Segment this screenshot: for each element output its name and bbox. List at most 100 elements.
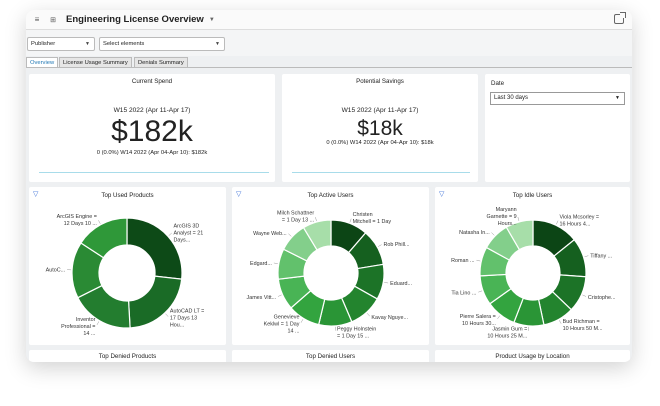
leader-line (491, 232, 495, 236)
elements-select-placeholder: Select elements (103, 41, 145, 47)
slice-label: Bud Richman = 10 Hours 50 M... (563, 319, 603, 332)
filter-funnel-icon[interactable]: ▽ (236, 191, 242, 198)
slice-label: AutoC... (46, 268, 65, 274)
leader-line (377, 244, 382, 247)
slice-label: Christen Mitchell = 1 Day (353, 212, 392, 225)
leader-line (349, 218, 352, 223)
leader-line (556, 220, 559, 225)
leader-line (584, 255, 589, 258)
leader-line (300, 319, 304, 323)
slice-label: Inventor Professional = 14 ... (61, 317, 96, 337)
filter-funnel-icon[interactable]: ▽ (439, 191, 445, 198)
chevron-down-icon[interactable]: ▼ (208, 16, 215, 23)
leader-line (96, 321, 100, 326)
slice-label: James Vitt... (247, 295, 277, 301)
filter-bar: Publisher ▼ Select elements ▼ (26, 30, 632, 56)
tab-divider (26, 67, 632, 68)
leader-line (273, 262, 278, 264)
slice-label: Cristophe... (588, 295, 616, 301)
slice-label: Edgard... (250, 261, 272, 267)
leader-line (497, 315, 501, 319)
top-used-products-donut: ArcGIS 3D Analyst = 21 Days... AutoCAD LT =… (46, 214, 205, 337)
top-active-users-title: Top Active Users (307, 192, 354, 199)
top-used-products-card: ▽ Top Used Products ArcGIS 3D Analyst = 2… (29, 187, 226, 345)
slice-label: Eduard... (390, 281, 412, 287)
top-active-users-donut: Christen Mitchell = 1 Day Rob Phill... Edua… (247, 211, 413, 340)
current-spend-period: W15 2022 (Apr 11-Apr 17) (113, 107, 191, 114)
product-usage-location-card: Product Usage by Location (435, 350, 630, 362)
slice-label: AutoCAD LT = 17 Days 13 Hou... (170, 308, 204, 328)
date-filter-card: Date Last 30 days ▼ (485, 74, 630, 182)
donut-slice[interactable] (302, 219, 332, 251)
potential-savings-value: $18k (357, 117, 403, 140)
leader-line (277, 294, 282, 297)
top-active-users-card: ▽ Top Active Users Christen Mitchell = 1 … (232, 187, 429, 345)
current-spend-comparison: 0 (0.0%) W14 2022 (Apr 04-Apr 10): $182k (96, 150, 208, 156)
leader-line (559, 320, 562, 324)
top-denied-users-title: Top Denied Users (305, 353, 356, 360)
date-range-select[interactable]: Last 30 days ▼ (490, 92, 625, 105)
current-spend-sparkline (39, 172, 269, 173)
potential-savings-sparkline (292, 172, 470, 173)
slice-label: Natasha In... (459, 230, 490, 236)
top-denied-products-card: Top Denied Products (29, 350, 226, 362)
chevron-down-icon: ▼ (85, 41, 90, 47)
slice-label: Milch Schattner = 1 Day 13 ... (277, 211, 314, 224)
leader-line (582, 294, 587, 297)
potential-savings-comparison: 0 (0.0%) W14 2022 (Apr 04-Apr 10): $18k (326, 140, 434, 146)
leader-line (165, 313, 169, 317)
slice-label: Peggy Holnstein = 1 Day 15 ... (337, 326, 376, 339)
menu-icon[interactable]: ≡ (34, 15, 40, 24)
slice-label: Rob Phill... (383, 242, 409, 248)
leader-line (366, 313, 370, 317)
slice-label: Maryann Garnette = 9 Hours... (487, 207, 517, 227)
dashboard-window: ≡ ⊞ Engineering License Overview ▼ Publi… (26, 10, 632, 362)
open-external-icon[interactable] (614, 12, 626, 24)
current-spend-value: $182k (111, 115, 193, 148)
leader-line (98, 220, 101, 224)
slice-label: Kavay Nguye... (371, 315, 408, 321)
slice-label: ArcGIS 3D Analyst = 21 Days... (173, 223, 203, 243)
product-usage-location-title: Product Usage by Location (495, 353, 570, 360)
slice-label: Tiffany ... (590, 253, 612, 259)
top-idle-users-donut: Viola Mcsorley = 16 Hours 4... Tiffany ...… (451, 207, 616, 339)
top-idle-users-card: ▽ Top Idle Users Viola Mcsorley = 16 Hour… (435, 187, 630, 345)
slice-label: Pierre Salera = 10 Hours 30... (460, 314, 496, 327)
current-spend-title: Current Spend (131, 78, 173, 85)
slice-label: Tia Lino ... (451, 291, 476, 297)
publisher-select-value: Publisher (31, 41, 56, 47)
leader-line (517, 216, 520, 221)
leader-line (315, 217, 317, 222)
grid-icon[interactable]: ⊞ (50, 16, 56, 24)
chevron-down-icon: ▼ (215, 41, 220, 47)
slice-label: Wayne Web... (253, 231, 287, 237)
current-spend-card: Current Spend W15 2022 (Apr 11-Apr 17) $… (29, 74, 275, 182)
potential-savings-title: Potential Savings (356, 78, 404, 85)
donut-slice[interactable] (80, 217, 128, 259)
publisher-select[interactable]: Publisher ▼ (27, 37, 95, 51)
date-label: Date (491, 80, 505, 87)
leader-line (476, 259, 481, 262)
top-bar: ≡ ⊞ Engineering License Overview ▼ (26, 10, 632, 30)
potential-savings-card: Potential Savings W15 2022 (Apr 11-Apr 1… (282, 74, 478, 182)
dashboard-title[interactable]: Engineering License Overview (66, 14, 204, 25)
potential-savings-period: W15 2022 (Apr 11-Apr 17) (341, 107, 419, 114)
date-range-value: Last 30 days (494, 95, 529, 101)
chevron-down-icon: ▼ (615, 95, 620, 101)
leader-line (168, 232, 172, 236)
filter-funnel-icon[interactable]: ▽ (33, 191, 39, 198)
top-idle-users-title: Top Idle Users (512, 192, 553, 199)
top-denied-users-card: Top Denied Users (232, 350, 429, 362)
leader-line (384, 282, 389, 284)
slice-label: ArcGIS Engine = 12 Days 10 ... (57, 214, 97, 227)
donut-slice[interactable] (505, 219, 534, 251)
top-denied-products-title: Top Denied Products (98, 353, 157, 360)
elements-select[interactable]: Select elements ▼ (99, 37, 225, 51)
slice-label: Roman ... (451, 258, 474, 264)
slice-label: Genevieve Keklwl = 1 Day 14 ... (264, 314, 300, 334)
top-used-products-title: Top Used Products (101, 192, 154, 199)
leader-line (288, 233, 292, 237)
slice-label: Viola Mcsorley = 16 Hours 4... (559, 214, 599, 227)
leader-line (478, 290, 483, 293)
slice-label: Jasmin Gum = 10 Hours 25 M... (487, 326, 527, 339)
